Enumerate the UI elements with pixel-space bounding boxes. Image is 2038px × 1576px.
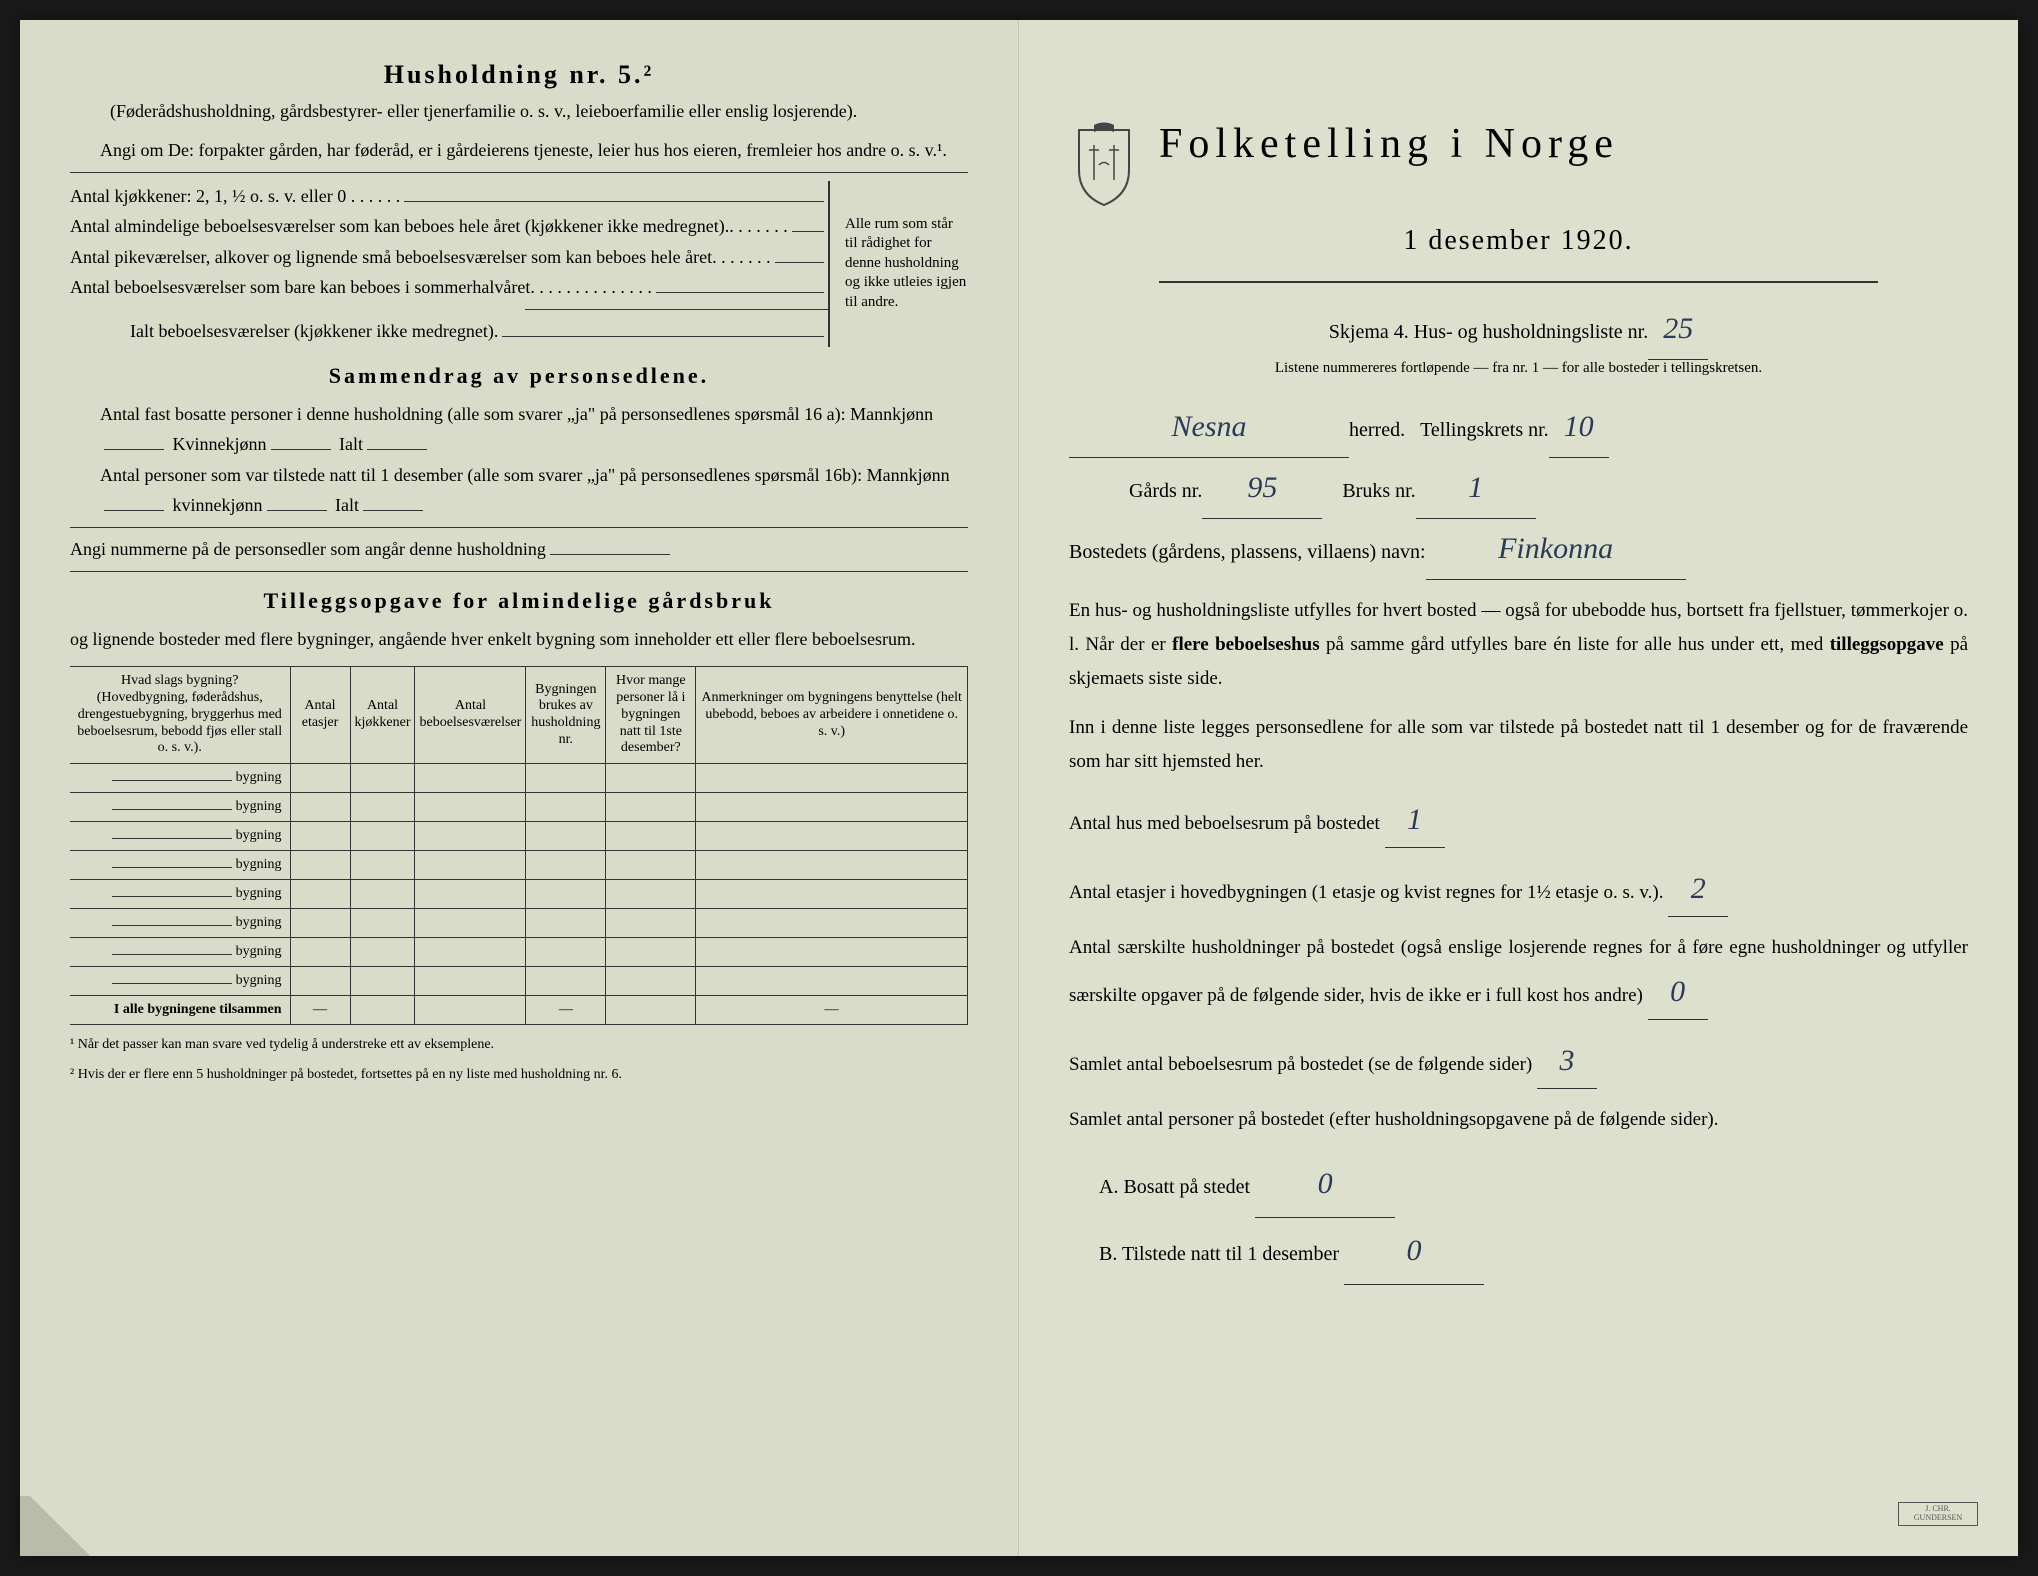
answer-b-value: 0	[1344, 1218, 1484, 1285]
answer-b: B. Tilstede natt til 1 desember 0	[1069, 1218, 1968, 1285]
table-row: bygning	[70, 880, 968, 909]
q4: Samlet antal beboelsesrum på bostedet (s…	[1069, 1034, 1968, 1089]
household-title: Husholdning nr. 5.²	[70, 60, 968, 90]
intro-2: Angi om De: forpakter gården, har føderå…	[70, 135, 968, 166]
table-row: bygning	[70, 764, 968, 793]
herred-value: Nesna	[1069, 397, 1349, 458]
th-3: Antal beboelsesværelser	[415, 667, 526, 764]
coat-of-arms-icon	[1069, 120, 1139, 215]
printer-stamp: J. CHR. GUNDERSEN	[1898, 1502, 1978, 1526]
right-page: Folketelling i Norge 1 desember 1920. Sk…	[1019, 20, 2018, 1556]
table-row: bygning	[70, 822, 968, 851]
rooms-total: Ialt beboelsesværelser (kjøkkener ikke m…	[130, 316, 498, 347]
answer-a: A. Bosatt på stedet 0	[1069, 1151, 1968, 1218]
footnote-2: ² Hvis der er flere enn 5 husholdninger …	[70, 1065, 968, 1085]
q3-value: 0	[1648, 965, 1708, 1020]
page-corner-fold	[20, 1496, 100, 1556]
s2-line1: Antal fast bosatte personer i denne hush…	[70, 399, 968, 460]
q3: Antal særskilte husholdninger på bostede…	[1069, 931, 1968, 1020]
q1-value: 1	[1385, 793, 1445, 848]
table-row: bygning	[70, 851, 968, 880]
divider	[70, 172, 968, 173]
kitchen-label: Antal kjøkkener: 2, 1, ½ o. s. v. eller …	[70, 181, 400, 212]
numbering-note: Listene nummereres fortløpende — fra nr.…	[1069, 360, 1968, 377]
main-title: Folketelling i Norge	[1159, 120, 1968, 168]
th-5: Hvor mange personer lå i bygningen natt …	[606, 667, 696, 764]
rooms-3: Antal beboelsesværelser som bare kan beb…	[70, 272, 530, 303]
divider	[1159, 281, 1878, 283]
th-1: Antal etasjer	[290, 667, 350, 764]
th-2: Antal kjøkkener	[350, 667, 415, 764]
table-row: bygning	[70, 793, 968, 822]
footnote-1: ¹ Når det passer kan man svare ved tydel…	[70, 1035, 968, 1055]
th-0: Hvad slags bygning? (Hovedbygning, føder…	[70, 667, 290, 764]
gards-value: 95	[1202, 458, 1322, 519]
bosted-value: Finkonna	[1426, 519, 1686, 580]
right-header: Folketelling i Norge	[1069, 120, 1968, 215]
instructions-1: En hus- og husholdningsliste utfylles fo…	[1069, 594, 1968, 697]
th-4: Bygningen brukes av husholdning nr.	[526, 667, 606, 764]
answer-a-value: 0	[1255, 1151, 1395, 1218]
q2-value: 2	[1668, 862, 1728, 917]
q2: Antal etasjer i hovedbygningen (1 etasje…	[1069, 862, 1968, 917]
rooms-group: Antal kjøkkener: 2, 1, ½ o. s. v. eller …	[70, 181, 968, 347]
s3-sub: og lignende bosteder med flere bygninger…	[70, 624, 968, 655]
census-document: Husholdning nr. 5.² (Føderådshusholdning…	[20, 20, 2018, 1556]
left-page: Husholdning nr. 5.² (Føderådshusholdning…	[20, 20, 1019, 1556]
th-6: Anmerkninger om bygningens benyttelse (h…	[696, 667, 968, 764]
tellingskrets-value: 10	[1549, 397, 1609, 458]
list-number: 25	[1648, 299, 1708, 360]
skjema-line: Skjema 4. Hus- og husholdningsliste nr. …	[1069, 299, 1968, 360]
building-table: Hvad slags bygning? (Hovedbygning, føder…	[70, 666, 968, 1025]
q5: Samlet antal personer på bostedet (efter…	[1069, 1103, 1968, 1137]
rooms-1: Antal almindelige beboelsesværelser som …	[70, 211, 729, 242]
section-2-title: Sammendrag av personsedlene.	[70, 363, 968, 389]
table-row: bygning	[70, 909, 968, 938]
instructions-2: Inn i denne liste legges personsedlene f…	[1069, 711, 1968, 779]
section-3-title: Tilleggsopgave for almindelige gårdsbruk	[70, 588, 968, 614]
q1: Antal hus med beboelsesrum på bostedet 1	[1069, 793, 1968, 848]
s2-line2: Antal personer som var tilstede natt til…	[70, 460, 968, 521]
s2-line3: Angi nummerne på de personsedler som ang…	[70, 534, 968, 565]
table-total-row: I alle bygningene tilsammen — — —	[70, 996, 968, 1025]
q4-value: 3	[1537, 1034, 1597, 1089]
rooms-2: Antal pikeværelser, alkover og lignende …	[70, 242, 712, 273]
gards-line: Gårds nr. 95 Bruks nr. 1	[1069, 458, 1968, 519]
herred-line: Nesna herred. Tellingskrets nr. 10	[1069, 397, 1968, 458]
brace-note: Alle rum som står til rådighet for denne…	[828, 181, 968, 347]
bruks-value: 1	[1416, 458, 1536, 519]
census-date: 1 desember 1920.	[1069, 225, 1968, 257]
intro-1: (Føderådshusholdning, gårdsbestyrer- ell…	[70, 98, 968, 125]
bosted-line: Bostedets (gårdens, plassens, villaens) …	[1069, 519, 1968, 580]
table-row: bygning	[70, 967, 968, 996]
table-row: bygning	[70, 938, 968, 967]
